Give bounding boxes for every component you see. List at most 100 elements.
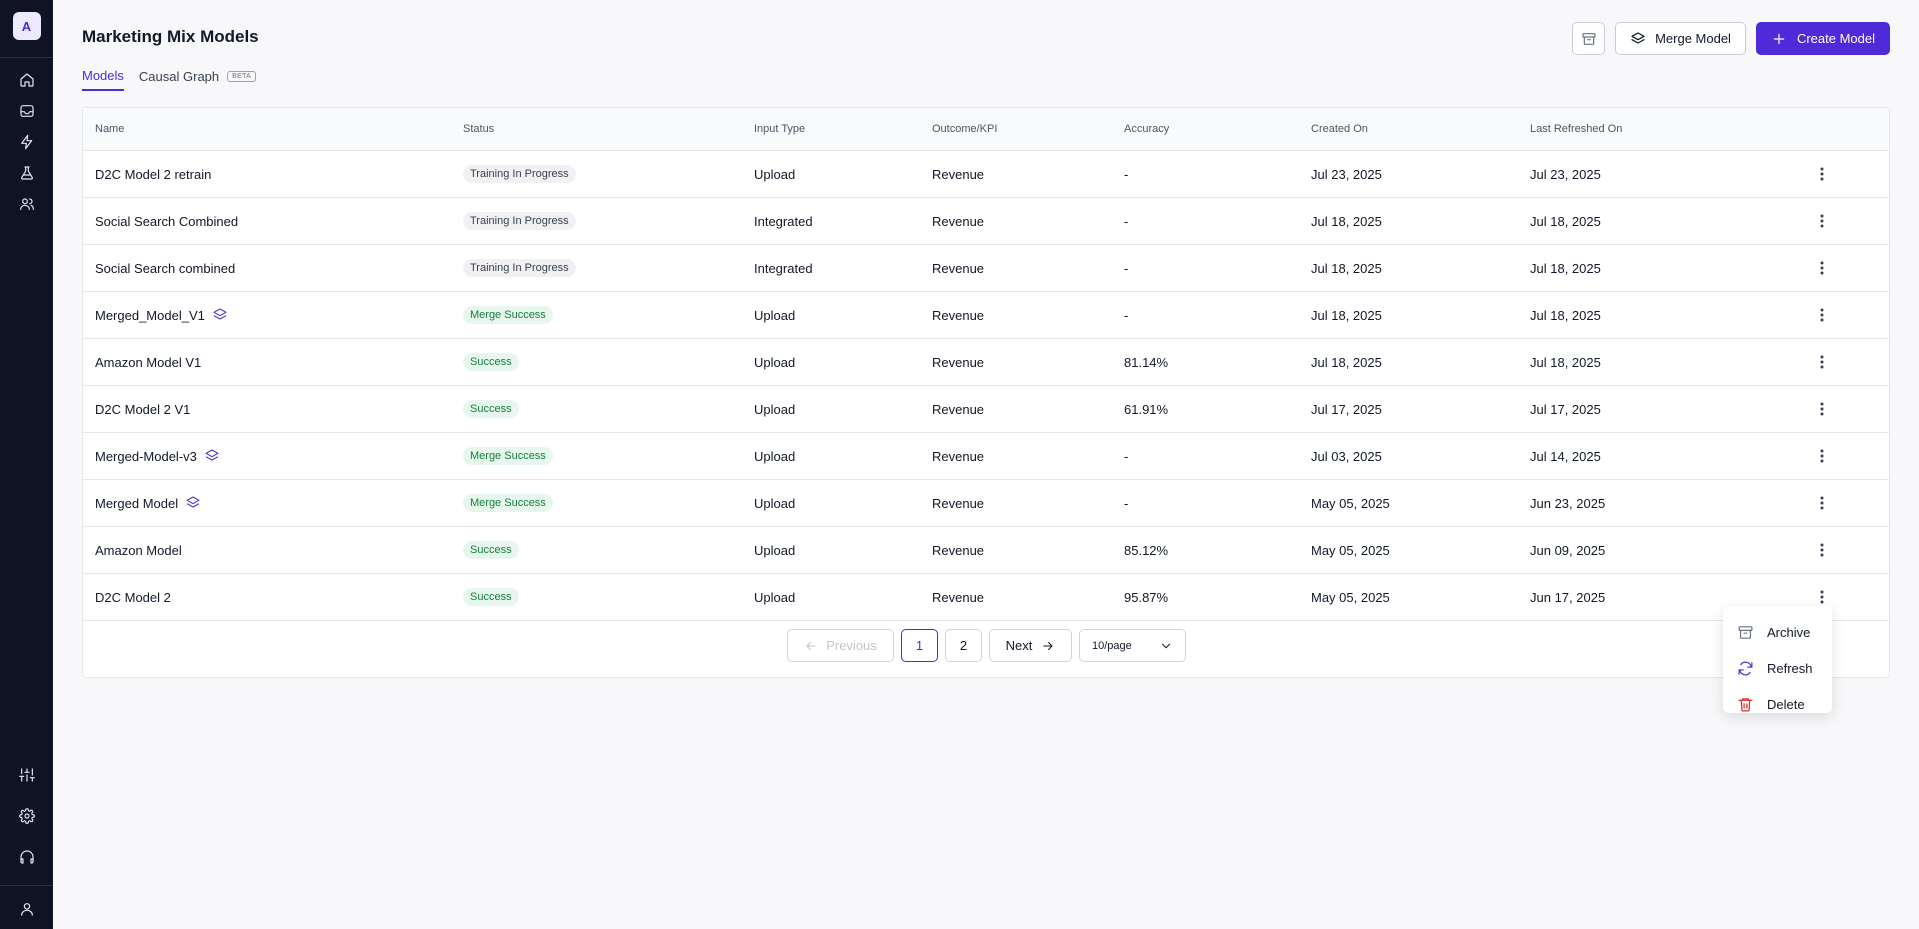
outcome-cell: Revenue — [932, 354, 985, 370]
previous-page-button[interactable]: Previous — [787, 629, 894, 662]
menu-item-archive[interactable]: Archive — [1723, 614, 1832, 650]
previous-label: Previous — [826, 638, 877, 653]
row-actions-button[interactable] — [1812, 211, 1832, 231]
row-actions-button[interactable] — [1812, 493, 1832, 513]
table-header: Name Status Input Type Outcome/KPI Accur… — [83, 108, 1889, 151]
row-actions-button[interactable] — [1812, 164, 1832, 184]
accuracy-cell: 85.12% — [1124, 542, 1169, 558]
outcome-cell: Revenue — [932, 542, 985, 558]
table-row[interactable]: Merged-Model-v3 Merge Success Upload Rev… — [83, 433, 1889, 480]
home-icon[interactable] — [12, 70, 42, 90]
column-header-created-on[interactable]: Created On — [1311, 123, 1368, 135]
page-1-button[interactable]: 1 — [901, 629, 938, 662]
last-refreshed-cell: Jun 09, 2025 — [1530, 542, 1606, 558]
outcome-cell: Revenue — [932, 213, 985, 229]
row-actions-button[interactable] — [1812, 305, 1832, 325]
column-header-last-refreshed[interactable]: Last Refreshed On — [1530, 123, 1623, 135]
row-actions-button[interactable] — [1812, 587, 1832, 607]
outcome-cell: Revenue — [932, 401, 985, 417]
status-badge: Success — [463, 400, 519, 418]
created-on-cell: Jul 18, 2025 — [1311, 307, 1382, 323]
input-type-cell: Upload — [754, 307, 796, 323]
model-name-cell: D2C Model 2 retrain — [95, 167, 211, 182]
tab-models[interactable]: Models — [82, 68, 124, 91]
page-title: Marketing Mix Models — [82, 27, 259, 46]
row-actions-button[interactable] — [1812, 258, 1832, 278]
plus-icon — [1773, 33, 1785, 44]
sliders-icon[interactable] — [12, 765, 42, 785]
table-row[interactable]: D2C Model 2 retrain Training In Progress… — [83, 151, 1889, 198]
model-name[interactable]: Social Search combined — [95, 260, 236, 276]
column-header-name[interactable]: Name — [95, 123, 125, 135]
model-name-cell: Social Search combined — [95, 261, 235, 276]
row-actions-button[interactable] — [1812, 399, 1832, 419]
input-type-cell: Integrated — [754, 213, 813, 229]
accuracy-cell: 95.87% — [1124, 589, 1169, 605]
row-actions-button[interactable] — [1812, 540, 1832, 560]
table-row[interactable]: Amazon Model Success Upload Revenue 85.1… — [83, 527, 1889, 574]
created-on-cell: Jul 18, 2025 — [1311, 260, 1382, 276]
outcome-cell: Revenue — [932, 448, 985, 464]
model-name[interactable]: Merged_Model_V1 — [95, 307, 205, 323]
model-name[interactable]: D2C Model 2 retrain — [95, 166, 212, 182]
table-row[interactable]: D2C Model 2 Success Upload Revenue 95.87… — [83, 574, 1889, 621]
last-refreshed-cell: Jul 18, 2025 — [1530, 213, 1601, 229]
table-row[interactable]: Merged_Model_V1 Merge Success Upload Rev… — [83, 292, 1889, 339]
table-row[interactable]: Amazon Model V1 Success Upload Revenue 8… — [83, 339, 1889, 386]
table-row[interactable]: D2C Model 2 V1 Success Upload Revenue 61… — [83, 386, 1889, 433]
status-cell: Training In Progress — [463, 165, 576, 183]
menu-item-refresh[interactable]: Refresh — [1723, 650, 1832, 686]
status-badge: Success — [463, 541, 519, 559]
model-name[interactable]: D2C Model 2 V1 — [95, 401, 191, 417]
more-vertical-icon — [1820, 214, 1824, 228]
arrow-left-icon — [806, 641, 816, 650]
tab-bar: Models Causal Graph BETA — [82, 68, 257, 91]
model-name[interactable]: Amazon Model — [95, 542, 182, 558]
column-header-accuracy[interactable]: Accuracy — [1124, 123, 1170, 135]
column-header-status[interactable]: Status — [463, 123, 495, 135]
page-2-button[interactable]: 2 — [945, 629, 982, 662]
table-row[interactable]: Merged Model Merge Success Upload Revenu… — [83, 480, 1889, 527]
table-row[interactable]: Social Search combined Training In Progr… — [83, 245, 1889, 292]
inbox-icon[interactable] — [12, 101, 42, 121]
headset-icon[interactable] — [12, 847, 42, 867]
column-header-outcome[interactable]: Outcome/KPI — [932, 123, 998, 135]
layers-icon — [185, 495, 201, 511]
table-row[interactable]: Social Search Combined Training In Progr… — [83, 198, 1889, 245]
create-model-button[interactable]: Create Model — [1755, 22, 1890, 55]
accuracy-cell: - — [1124, 307, 1129, 323]
model-name[interactable]: Amazon Model V1 — [95, 354, 202, 370]
flask-icon[interactable] — [12, 163, 42, 183]
created-on-cell: Jul 03, 2025 — [1311, 448, 1382, 464]
users-icon[interactable] — [12, 194, 42, 214]
app-logo[interactable]: A — [12, 12, 41, 40]
input-type-cell: Upload — [754, 495, 796, 511]
archive-button[interactable] — [1572, 22, 1606, 55]
page-size-select[interactable]: 10/page — [1079, 629, 1186, 662]
created-on-cell: Jul 18, 2025 — [1311, 213, 1382, 229]
tab-causal-graph[interactable]: Causal Graph BETA — [139, 69, 257, 90]
row-actions-button[interactable] — [1812, 352, 1832, 372]
outcome-cell: Revenue — [932, 307, 985, 323]
merge-model-button[interactable]: Merge Model — [1615, 22, 1746, 55]
menu-item-label: Archive — [1767, 624, 1811, 640]
column-header-input-type[interactable]: Input Type — [754, 123, 806, 135]
menu-item-delete[interactable]: Delete — [1723, 686, 1832, 722]
more-vertical-icon — [1820, 449, 1824, 463]
model-name[interactable]: Merged-Model-v3 — [95, 448, 197, 464]
row-actions-button[interactable] — [1812, 446, 1832, 466]
layers-icon — [1631, 31, 1645, 44]
model-name[interactable]: D2C Model 2 — [95, 589, 171, 605]
zap-icon[interactable] — [12, 132, 42, 152]
gear-icon[interactable] — [12, 806, 42, 826]
model-name-cell: Merged-Model-v3 — [95, 448, 220, 464]
menu-item-label: Refresh — [1767, 660, 1813, 676]
next-page-button[interactable]: Next — [989, 629, 1072, 662]
accuracy-cell: 81.14% — [1124, 354, 1169, 370]
user-icon[interactable] — [12, 899, 42, 919]
model-name[interactable]: Social Search Combined — [95, 213, 239, 229]
model-name[interactable]: Merged Model — [95, 495, 179, 511]
more-vertical-icon — [1820, 261, 1824, 275]
sidebar-divider — [0, 57, 53, 58]
outcome-cell: Revenue — [932, 166, 985, 182]
